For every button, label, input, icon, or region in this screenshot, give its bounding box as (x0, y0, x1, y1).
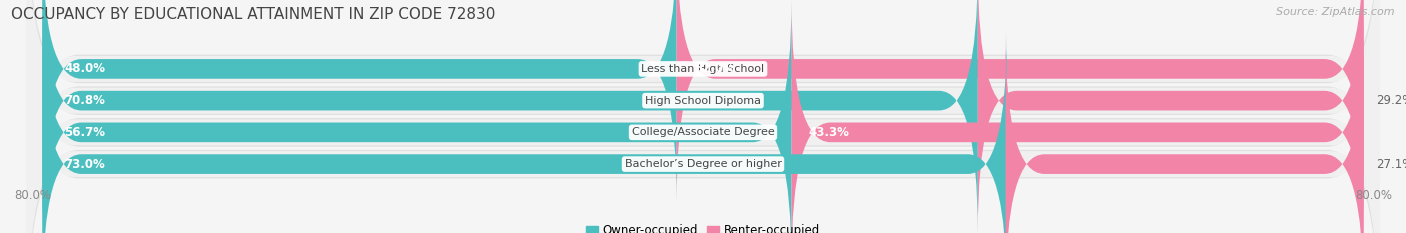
Text: 80.0%: 80.0% (1355, 189, 1392, 202)
FancyBboxPatch shape (27, 0, 1379, 233)
FancyBboxPatch shape (676, 0, 1364, 202)
Text: Source: ZipAtlas.com: Source: ZipAtlas.com (1277, 7, 1395, 17)
Text: College/Associate Degree: College/Associate Degree (631, 127, 775, 137)
FancyBboxPatch shape (27, 0, 1379, 230)
Text: Less than High School: Less than High School (641, 64, 765, 74)
FancyBboxPatch shape (1005, 31, 1364, 233)
Text: 29.2%: 29.2% (1376, 94, 1406, 107)
Legend: Owner-occupied, Renter-occupied: Owner-occupied, Renter-occupied (586, 224, 820, 233)
Text: 73.0%: 73.0% (65, 158, 105, 171)
FancyBboxPatch shape (27, 0, 1379, 233)
FancyBboxPatch shape (42, 0, 792, 233)
FancyBboxPatch shape (42, 31, 1007, 233)
Text: 52.0%: 52.0% (693, 62, 735, 75)
FancyBboxPatch shape (792, 0, 1364, 233)
Text: 48.0%: 48.0% (65, 62, 105, 75)
Text: 27.1%: 27.1% (1376, 158, 1406, 171)
Text: High School Diploma: High School Diploma (645, 96, 761, 106)
Text: 70.8%: 70.8% (65, 94, 105, 107)
FancyBboxPatch shape (977, 0, 1364, 233)
FancyBboxPatch shape (27, 3, 1379, 233)
FancyBboxPatch shape (27, 0, 1379, 233)
Text: Bachelor’s Degree or higher: Bachelor’s Degree or higher (624, 159, 782, 169)
FancyBboxPatch shape (27, 0, 1379, 233)
Text: 56.7%: 56.7% (65, 126, 105, 139)
FancyBboxPatch shape (42, 0, 676, 202)
FancyBboxPatch shape (42, 0, 977, 233)
FancyBboxPatch shape (27, 0, 1379, 233)
Text: OCCUPANCY BY EDUCATIONAL ATTAINMENT IN ZIP CODE 72830: OCCUPANCY BY EDUCATIONAL ATTAINMENT IN Z… (11, 7, 496, 22)
Text: 43.3%: 43.3% (808, 126, 849, 139)
Text: 80.0%: 80.0% (14, 189, 51, 202)
FancyBboxPatch shape (27, 0, 1379, 233)
